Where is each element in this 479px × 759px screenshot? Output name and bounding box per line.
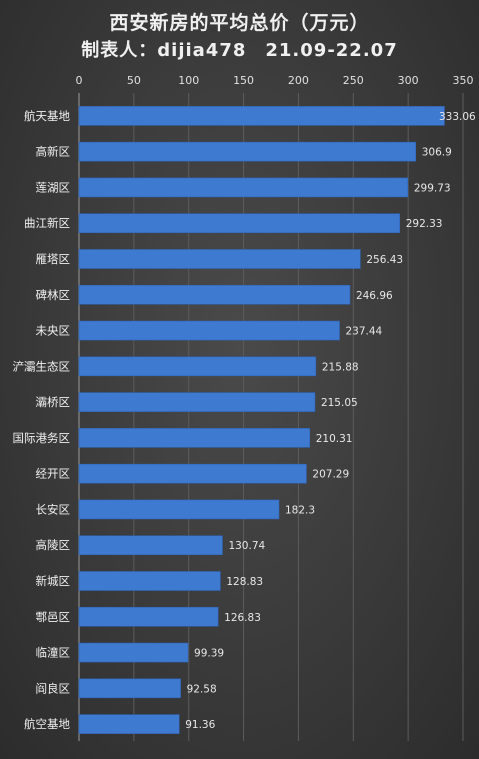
category-label: 高新区 — [36, 145, 71, 159]
value-label: 182.3 — [285, 504, 315, 516]
value-label: 91.36 — [185, 719, 215, 731]
category-label: 鄠邑区 — [36, 610, 71, 624]
x-axis-ticks: 0 50 100 150 200 250 300 350 — [76, 74, 474, 87]
bar — [78, 356, 317, 377]
value-label: 128.83 — [226, 576, 263, 588]
chart-title: 西安新房的平均总价（万元） — [109, 12, 370, 34]
category-label: 临潼区 — [36, 646, 71, 660]
category-label: 长安区 — [36, 502, 71, 516]
bar — [78, 642, 189, 663]
value-label: 292.33 — [406, 218, 443, 230]
bar — [78, 463, 307, 484]
category-label: 曲江新区 — [24, 216, 70, 230]
category-label: 碑林区 — [36, 288, 71, 302]
category-label: 灞桥区 — [36, 395, 71, 409]
bar — [78, 284, 351, 305]
bar — [78, 606, 219, 627]
bar — [78, 106, 445, 126]
x-tick-label: 0 — [76, 74, 83, 87]
value-label: 215.05 — [321, 397, 358, 409]
category-label: 经开区 — [36, 467, 71, 481]
value-label: 306.9 — [422, 147, 452, 159]
category-label: 新城区 — [36, 574, 71, 588]
category-labels: 航天基地高新区莲湖区曲江新区雁塔区碑林区未央区浐灞生态区灞桥区国际港务区经开区长… — [13, 109, 71, 731]
bar — [78, 141, 417, 162]
x-tick-label: 200 — [288, 74, 309, 87]
category-label: 国际港务区 — [13, 431, 71, 445]
x-tick-label: 50 — [127, 74, 141, 87]
bar — [78, 213, 401, 234]
bar — [78, 392, 316, 412]
category-label: 未央区 — [36, 324, 71, 338]
category-label: 浐灞生态区 — [13, 359, 71, 373]
value-label: 246.96 — [356, 290, 393, 302]
category-label: 航空基地 — [24, 717, 70, 731]
bars — [78, 106, 445, 734]
bar — [78, 177, 409, 198]
category-label: 阎良区 — [36, 681, 71, 695]
value-label: 126.83 — [224, 612, 261, 624]
value-label: 99.39 — [194, 648, 224, 660]
category-label: 航天基地 — [24, 109, 70, 123]
bar — [78, 249, 361, 269]
gridlines — [78, 93, 464, 741]
category-label: 莲湖区 — [36, 180, 71, 194]
value-label: 92.58 — [187, 683, 217, 695]
category-label: 雁塔区 — [36, 252, 71, 266]
chart-subtitle: 制表人：dijia478 21.09-22.07 — [81, 40, 398, 61]
bar — [78, 714, 180, 734]
x-tick-label: 100 — [178, 74, 199, 87]
bar — [78, 571, 221, 591]
x-tick-label: 350 — [453, 74, 474, 87]
value-labels: 333.06 306.9 299.73 292.33 256.43 246.96 237.4… — [185, 111, 476, 731]
bar — [78, 678, 181, 699]
x-tick-label: 150 — [233, 74, 254, 87]
value-label: 215.88 — [322, 361, 359, 373]
value-label: 130.74 — [228, 540, 265, 552]
value-label: 333.06 — [439, 111, 476, 123]
value-label: 299.73 — [414, 182, 451, 194]
bar — [78, 499, 280, 520]
value-label: 256.43 — [366, 254, 403, 266]
value-label: 210.31 — [316, 433, 353, 445]
category-label: 高陵区 — [36, 538, 71, 552]
bar — [78, 320, 340, 341]
bar — [78, 428, 311, 448]
x-tick-label: 300 — [398, 74, 419, 87]
value-label: 237.44 — [346, 326, 383, 338]
bar — [78, 535, 223, 556]
x-tick-label: 250 — [343, 74, 364, 87]
value-label: 207.29 — [312, 469, 349, 481]
